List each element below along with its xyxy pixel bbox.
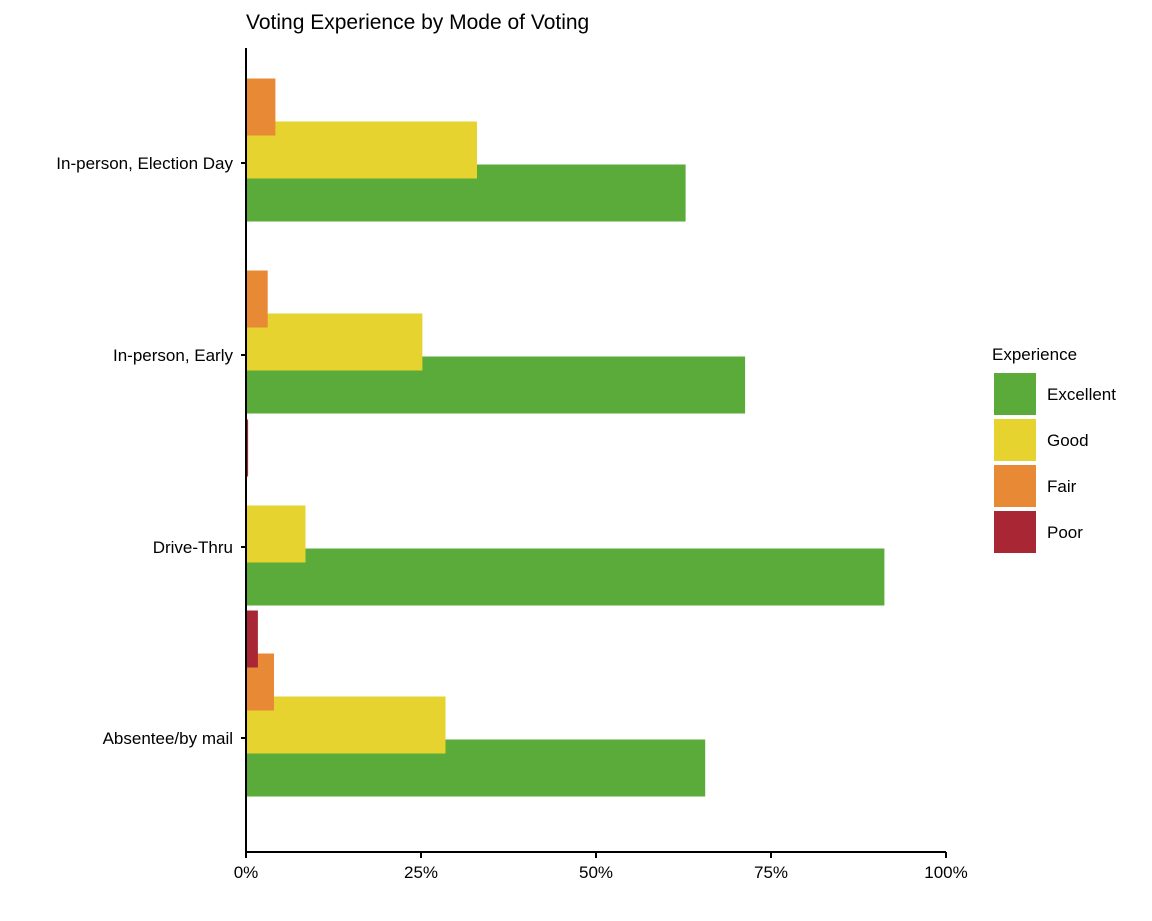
legend: Experience Excellent Good Fair Poor [992, 345, 1116, 553]
category-label: Absentee/by mail [103, 729, 233, 748]
x-tick-label: 100% [924, 863, 967, 882]
x-tick-label: 50% [579, 863, 613, 882]
legend-key-excellent [994, 373, 1036, 415]
category-label: In-person, Election Day [56, 154, 233, 173]
legend-key-poor [994, 511, 1036, 553]
bars-group [246, 78, 885, 797]
legend-label-poor: Poor [1047, 523, 1083, 542]
x-tick-label: 25% [404, 863, 438, 882]
bar-good-2 [246, 313, 423, 371]
bar-fair-2 [246, 270, 268, 328]
bar-excellent-3 [246, 548, 885, 606]
legend-label-good: Good [1047, 431, 1089, 450]
bar-good-3 [246, 505, 306, 563]
category-label: In-person, Early [113, 346, 233, 365]
legend-title: Experience [992, 345, 1077, 364]
y-axis: In-person, Election Day In-person, Early D… [56, 48, 247, 852]
legend-key-good [994, 419, 1036, 461]
category-label: Drive-Thru [153, 538, 233, 557]
legend-key-fair [994, 465, 1036, 507]
legend-label-excellent: Excellent [1047, 385, 1116, 404]
x-axis: 0% 25% 50% 75% 100% [234, 851, 968, 882]
x-tick-label: 75% [754, 863, 788, 882]
bar-fair-1 [246, 78, 276, 136]
x-tick-label: 0% [234, 863, 259, 882]
legend-label-fair: Fair [1047, 477, 1077, 496]
bar-poor-3 [246, 419, 249, 477]
bar-good-4 [246, 696, 446, 754]
bar-good-1 [246, 121, 477, 179]
bar-poor-4 [246, 610, 258, 668]
chart-title: Voting Experience by Mode of Voting [246, 11, 589, 34]
